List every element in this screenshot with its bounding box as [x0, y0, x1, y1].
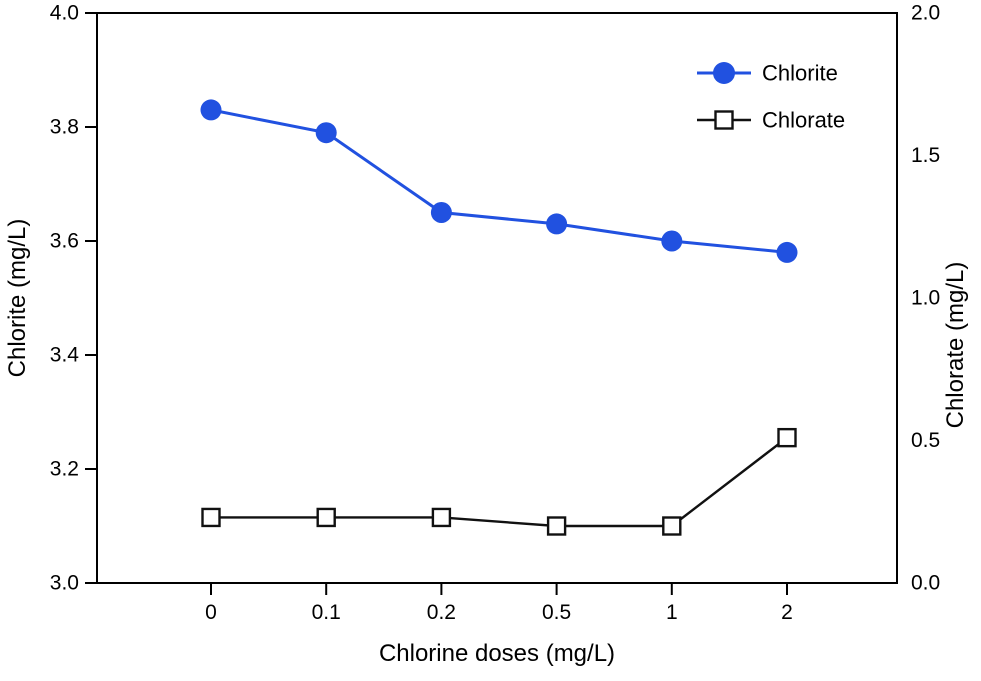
left-axis-title: Chlorite (mg/L) [4, 219, 31, 378]
left-tick-label: 3.6 [50, 230, 79, 253]
data-point-marker-chlorite [546, 213, 568, 235]
left-tick-label: 4.0 [50, 2, 79, 25]
legend-marker-circle [713, 62, 735, 84]
left-axis-ticks: 4.0 3.8 3.6 3.4 3.2 3.0 [50, 2, 97, 595]
legend-label: Chlorite [762, 61, 838, 86]
series-markers [200, 99, 798, 536]
legend-label: Chlorate [762, 108, 845, 133]
legend-marker-square [714, 110, 734, 130]
left-tick-label: 3.0 [50, 572, 79, 595]
data-point-marker-chlorite [315, 122, 337, 144]
right-axis-title: Chlorate (mg/L) [942, 262, 969, 429]
x-tick-label: 1 [666, 601, 678, 624]
x-tick-label: 0 [205, 601, 217, 624]
data-point-marker-chlorite [776, 241, 798, 263]
right-axis-ticks: 2.0 1.5 1.0 0.5 0.0 [911, 2, 940, 595]
x-tick-label: 2 [781, 601, 793, 624]
left-tick-label: 3.2 [50, 458, 79, 481]
right-tick-label: 1.0 [911, 287, 940, 310]
right-tick-label: 0.0 [911, 572, 940, 595]
x-tick-label: 0.5 [542, 601, 571, 624]
data-point-marker-chlorate [431, 507, 452, 528]
right-tick-label: 0.5 [911, 429, 940, 452]
series-line-chlorite [210, 108, 788, 254]
left-tick-label: 3.4 [50, 344, 80, 367]
right-tick-label: 2.0 [911, 2, 940, 25]
series-line-chlorate [211, 436, 788, 528]
right-tick-label: 1.5 [911, 144, 940, 167]
data-point-marker-chlorate [316, 507, 336, 528]
data-point-marker-chlorite [430, 202, 452, 223]
x-tick-label: 0.2 [427, 601, 456, 624]
data-point-marker-chlorite [661, 230, 683, 252]
plot-border [96, 12, 898, 584]
left-tick-label: 3.8 [50, 116, 79, 139]
data-point-marker-chlorate [777, 427, 797, 448]
x-tick-label: 0.1 [312, 601, 341, 624]
data-point-marker-chlorate [201, 507, 221, 528]
data-point-marker-chlorate [662, 516, 682, 536]
x-axis-ticks: 0 0.1 0.2 0.5 1 2 [205, 583, 793, 624]
data-point-marker-chlorate [546, 516, 567, 536]
x-axis-title: Chlorine doses (mg/L) [379, 640, 615, 667]
data-point-marker-chlorite [200, 99, 222, 121]
legend: Chlorite Chlorate [697, 61, 845, 133]
series-lines [210, 108, 788, 528]
